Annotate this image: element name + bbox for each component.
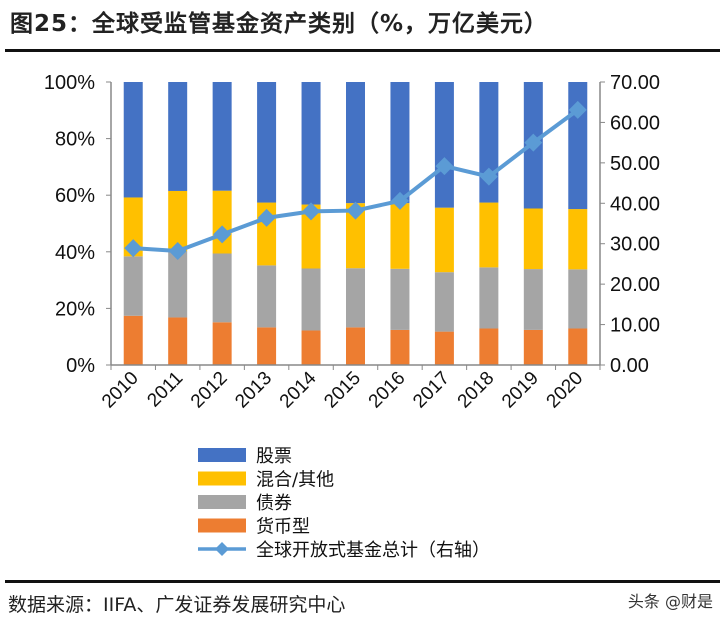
bar-2016-series-1 <box>390 268 410 330</box>
left-tick-label: 100% <box>44 72 95 94</box>
bar-2011-series-3 <box>168 82 188 191</box>
right-tick-label: 40.00 <box>610 193 660 215</box>
legend-label: 债券 <box>256 493 292 514</box>
x-tick-label: 2012 <box>187 368 232 413</box>
bar-2018-series-1 <box>479 267 499 329</box>
bar-2018-series-0 <box>479 328 499 365</box>
left-tick-label: 0% <box>66 355 95 377</box>
bar-2015-series-0 <box>346 327 365 365</box>
bar-2014-series-3 <box>301 82 321 205</box>
legend-swatch <box>198 518 246 533</box>
watermark: 头条 @财是 <box>627 592 713 611</box>
bar-2020-series-0 <box>568 328 588 365</box>
bar-2012-series-0 <box>212 322 232 365</box>
bar-2014-series-2 <box>301 204 321 269</box>
x-tick-label: 2015 <box>320 368 365 413</box>
bar-2017-series-3 <box>434 82 454 208</box>
bar-2017-series-1 <box>434 272 454 332</box>
right-tick-label: 70.00 <box>610 72 660 94</box>
bar-2020-series-1 <box>568 269 588 329</box>
x-tick-label: 2010 <box>98 368 143 413</box>
line-marker-2015 <box>346 201 365 220</box>
bar-2010-series-3 <box>123 82 143 198</box>
legend-swatch <box>198 471 246 486</box>
x-tick-label: 2019 <box>498 368 543 413</box>
chart-title: 图25：全球受监管基金资产类别（%，万亿美元） <box>10 11 549 37</box>
line-marker-2016 <box>390 191 409 210</box>
left-tick-label: 80% <box>55 129 95 151</box>
line-marker-2018 <box>479 167 498 186</box>
bar-2010-series-0 <box>123 315 143 365</box>
bar-2013-series-3 <box>257 82 277 203</box>
bar-2014-series-1 <box>301 268 321 331</box>
bar-2020-series-2 <box>568 209 588 270</box>
right-tick-label: 0.00 <box>610 355 649 377</box>
line-marker-2012 <box>213 225 232 244</box>
bar-2019-series-1 <box>523 269 543 330</box>
bar-2019-series-2 <box>523 208 543 270</box>
right-tick-label: 60.00 <box>610 112 660 134</box>
bar-2015-series-1 <box>346 268 365 328</box>
bar-2013-series-0 <box>257 327 277 365</box>
bar-2015-series-2 <box>346 203 365 269</box>
line-marker-2014 <box>302 202 321 221</box>
bar-2016-series-0 <box>390 329 410 365</box>
x-tick-label: 2020 <box>543 368 588 413</box>
x-tick-label: 2011 <box>143 368 187 412</box>
bar-2015-series-3 <box>346 82 365 204</box>
title-divider <box>5 49 720 52</box>
x-tick-label: 2016 <box>365 368 410 413</box>
bar-2011-series-1 <box>168 251 188 318</box>
legend-swatch <box>198 448 246 462</box>
right-tick-label: 20.00 <box>610 274 660 296</box>
bar-2010-series-1 <box>123 256 143 316</box>
bar-2016-series-3 <box>390 82 410 204</box>
line-marker-2013 <box>257 208 276 227</box>
bar-2019-series-0 <box>523 329 543 365</box>
legend-label: 混合/其他 <box>256 470 334 491</box>
x-tick-label: 2017 <box>409 368 454 413</box>
line-marker-2011 <box>168 241 187 260</box>
bar-2011-series-2 <box>168 190 188 252</box>
line-marker-2010 <box>124 239 143 258</box>
x-tick-label: 2018 <box>454 368 499 413</box>
footer-divider <box>5 580 720 583</box>
legend-label: 全球开放式基金总计（右轴） <box>256 540 490 561</box>
right-tick-label: 50.00 <box>610 153 660 175</box>
bar-2012-series-3 <box>212 82 232 191</box>
left-tick-label: 40% <box>55 242 95 264</box>
bar-2018-series-2 <box>479 202 499 268</box>
bar-2012-series-2 <box>212 190 232 254</box>
line-marker-2020 <box>568 100 587 119</box>
right-tick-label: 10.00 <box>610 315 660 337</box>
legend-swatch <box>198 495 246 509</box>
bar-2011-series-0 <box>168 317 188 365</box>
bar-2017-series-2 <box>434 207 454 273</box>
left-tick-label: 20% <box>55 298 95 320</box>
legend-label: 货币型 <box>256 517 310 538</box>
x-tick-label: 2013 <box>231 368 276 413</box>
bar-2010-series-2 <box>123 197 143 257</box>
line-marker-2017 <box>435 157 454 176</box>
x-tick-label: 2014 <box>276 367 321 412</box>
legend-diamond-icon <box>215 542 229 556</box>
right-tick-label: 30.00 <box>610 234 660 256</box>
legend-label: 股票 <box>256 446 292 467</box>
bar-2014-series-0 <box>301 330 321 365</box>
bar-2016-series-2 <box>390 203 410 269</box>
line-marker-2019 <box>524 133 543 152</box>
bar-2012-series-1 <box>212 253 232 323</box>
source-note: 数据来源：IIFA、广发证券发展研究中心 <box>8 594 346 616</box>
left-tick-label: 60% <box>55 185 95 207</box>
bar-2013-series-1 <box>257 265 277 328</box>
bar-2017-series-0 <box>434 331 454 365</box>
